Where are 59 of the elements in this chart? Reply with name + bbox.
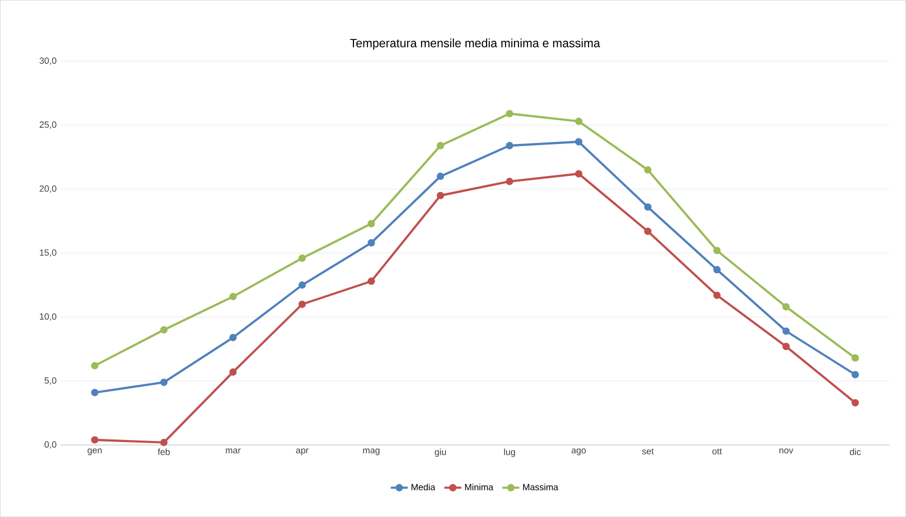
legend-label: Media (412, 484, 436, 490)
x-tick-label: lug (504, 448, 515, 457)
x-tick-label: dic (850, 448, 861, 456)
point (160, 326, 168, 334)
point (506, 110, 514, 118)
x-tick-label: apr (296, 448, 308, 456)
point (229, 368, 237, 376)
y-tick-label: 25,0 (40, 121, 56, 129)
point (160, 378, 168, 386)
x-tick-label: giu (434, 448, 446, 457)
point (436, 172, 444, 180)
y-tick-label: 10,0 (40, 313, 56, 321)
point (575, 138, 582, 146)
point (91, 436, 98, 444)
point (506, 142, 514, 150)
point (229, 292, 237, 300)
point (160, 438, 168, 446)
point (713, 246, 721, 254)
point (782, 303, 790, 310)
x-tick-label: feb (158, 448, 170, 456)
x-tick-label: gen (88, 448, 102, 456)
y-tick-label: 15,0 (40, 249, 56, 257)
point (229, 334, 237, 342)
point (852, 399, 859, 406)
x-tick-label: ago (572, 448, 586, 456)
point (91, 362, 98, 370)
y-tick-label: 30,0 (40, 57, 56, 65)
point (91, 388, 98, 396)
point (782, 327, 790, 335)
point (436, 142, 444, 150)
point (852, 370, 859, 378)
point (368, 277, 375, 285)
legend-label: Minima (465, 484, 494, 490)
point (644, 203, 652, 211)
point (575, 170, 582, 178)
x-tick-label: nov (779, 448, 794, 454)
point (298, 281, 306, 289)
point (368, 220, 375, 228)
point (506, 178, 514, 186)
chart-title: Temperatura mensile media minima e massima (350, 38, 600, 50)
x-tick-label: mag (363, 448, 380, 456)
y-tick-label: 5,0 (44, 377, 56, 385)
y-tick-label: 0,0 (44, 441, 56, 449)
x-tick-label: mar (226, 448, 241, 454)
x-tick-label: set (642, 448, 654, 454)
point (644, 166, 652, 174)
point (852, 354, 859, 362)
point (713, 266, 721, 274)
point (298, 254, 306, 262)
legend-label: Massima (523, 484, 558, 490)
point (782, 342, 790, 350)
point (436, 192, 444, 200)
x-tick-label: ott (712, 448, 722, 454)
point (644, 228, 652, 235)
point (368, 239, 375, 246)
point (575, 118, 582, 125)
point (298, 300, 306, 308)
point (713, 292, 721, 299)
y-tick-label: 20,0 (40, 185, 56, 193)
